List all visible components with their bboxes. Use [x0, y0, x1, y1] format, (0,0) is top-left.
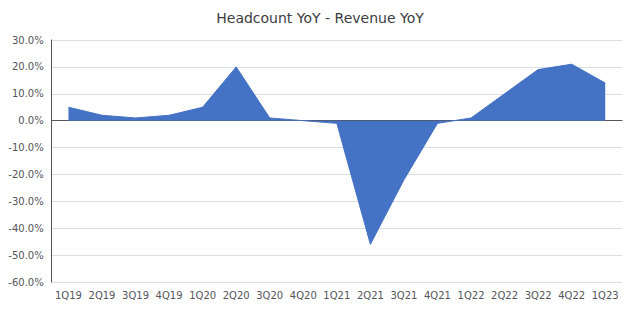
svg-text:4Q19: 4Q19 [156, 290, 183, 301]
svg-text:-40.0%: -40.0% [8, 223, 43, 234]
svg-text:3Q19: 3Q19 [122, 290, 149, 301]
svg-text:1Q22: 1Q22 [458, 290, 485, 301]
svg-text:-60.0%: -60.0% [8, 277, 43, 288]
svg-text:4Q22: 4Q22 [558, 290, 585, 301]
svg-text:1Q20: 1Q20 [189, 290, 216, 301]
svg-text:3Q21: 3Q21 [390, 290, 417, 301]
svg-text:0.0%: 0.0% [18, 115, 43, 126]
svg-text:1Q21: 1Q21 [323, 290, 350, 301]
svg-text:4Q21: 4Q21 [424, 290, 451, 301]
svg-text:2Q21: 2Q21 [357, 290, 384, 301]
svg-text:4Q20: 4Q20 [290, 290, 317, 301]
svg-text:Headcount YoY - Revenue YoY: Headcount YoY - Revenue YoY [216, 10, 424, 26]
svg-text:20.0%: 20.0% [12, 61, 44, 72]
svg-text:10.0%: 10.0% [12, 88, 44, 99]
svg-text:3Q20: 3Q20 [256, 290, 283, 301]
svg-text:1Q23: 1Q23 [592, 290, 619, 301]
svg-text:1Q19: 1Q19 [55, 290, 82, 301]
svg-text:3Q22: 3Q22 [525, 290, 552, 301]
svg-text:-10.0%: -10.0% [8, 142, 43, 153]
svg-text:-50.0%: -50.0% [8, 250, 43, 261]
svg-text:-30.0%: -30.0% [8, 196, 43, 207]
svg-text:-20.0%: -20.0% [8, 169, 43, 180]
svg-text:2Q19: 2Q19 [89, 290, 116, 301]
svg-text:2Q22: 2Q22 [491, 290, 518, 301]
svg-text:30.0%: 30.0% [12, 35, 44, 46]
svg-text:2Q20: 2Q20 [223, 290, 250, 301]
